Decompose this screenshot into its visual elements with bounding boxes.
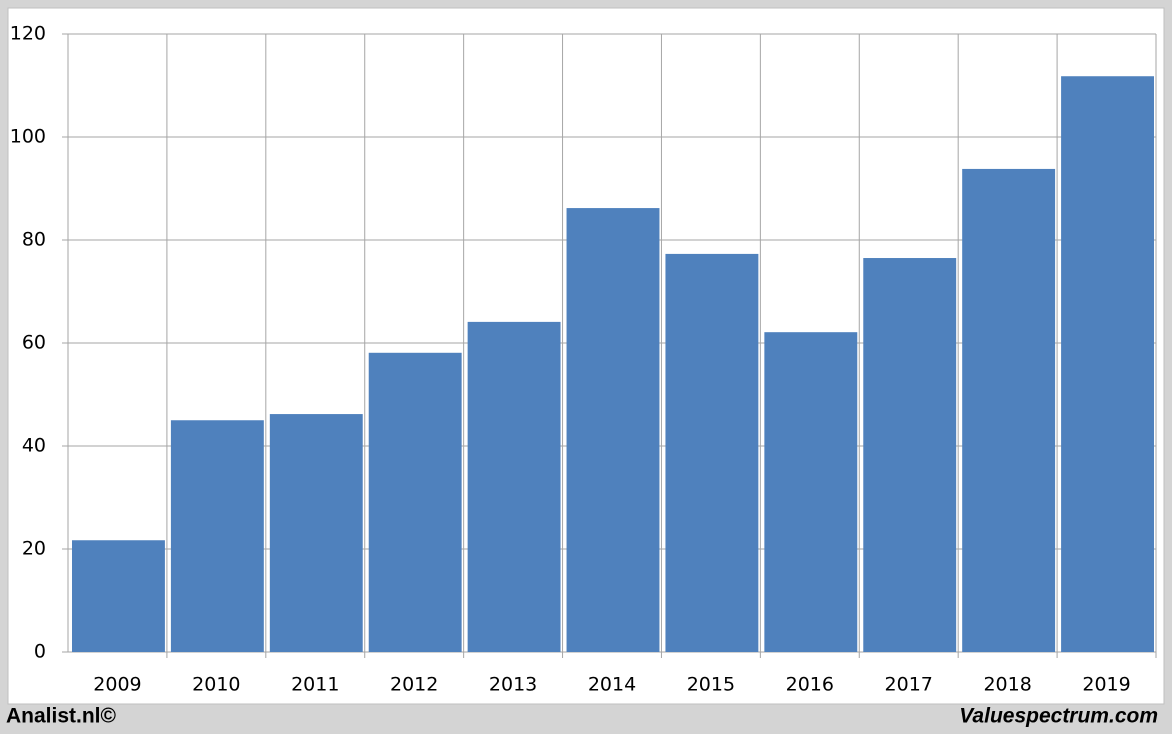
y-tick-label: 100 [10,126,46,148]
bar [962,168,1056,652]
x-tick-label: 2010 [192,674,240,696]
y-tick-label: 80 [22,229,46,251]
bar [764,332,858,652]
source-right: Valuespectrum.com [959,705,1158,728]
x-tick-label: 2015 [687,674,735,696]
x-tick-label: 2009 [93,674,141,696]
x-tick-label: 2014 [588,674,636,696]
bar [1061,76,1154,653]
x-tick-label: 2017 [885,674,933,696]
bar [170,420,264,652]
bar [269,414,363,652]
y-tick-label: 120 [10,23,46,45]
bar [863,258,957,652]
bar [566,208,660,652]
bar [467,321,561,652]
x-tick-label: 2013 [489,674,537,696]
bar [368,352,462,652]
x-tick-label: 2018 [983,674,1031,696]
y-tick-label: 60 [22,332,46,354]
bar [72,540,165,652]
x-tick-label: 2019 [1082,674,1130,696]
x-tick-label: 2012 [390,674,438,696]
x-tick-label: 2011 [291,674,339,696]
y-tick-label: 0 [34,641,46,663]
source-left: Analist.nl© [6,705,117,728]
x-tick-label: 2016 [786,674,834,696]
y-tick-label: 20 [22,538,46,560]
y-tick-label: 40 [22,435,46,457]
bar [665,253,759,652]
